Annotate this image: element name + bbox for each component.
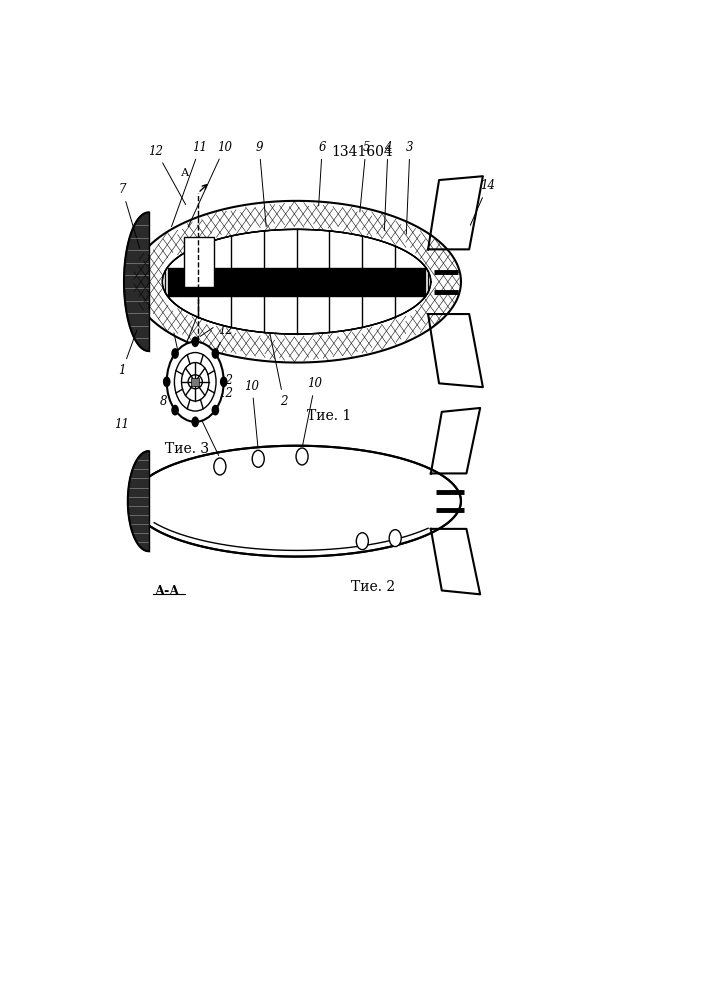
Text: Τие. 3: Τие. 3 [165,442,209,456]
Polygon shape [431,408,480,473]
Circle shape [296,448,308,465]
Circle shape [171,405,179,416]
Circle shape [214,458,226,475]
Circle shape [171,348,179,359]
Bar [192,378,199,386]
Text: 10: 10 [245,379,259,448]
Circle shape [211,348,219,359]
Text: 1: 1 [119,331,136,377]
Text: 2: 2 [270,333,288,408]
Text: 12: 12 [218,374,233,387]
Text: 14: 14 [470,179,495,225]
Polygon shape [124,212,148,351]
Text: 8: 8 [160,313,198,408]
Text: Τие. 1: Τие. 1 [308,409,351,423]
Text: 5: 5 [360,141,370,212]
Circle shape [356,533,368,550]
Polygon shape [128,451,148,551]
Text: 12: 12 [216,324,233,351]
Text: Τие. 2: Τие. 2 [351,580,395,594]
Text: 10: 10 [188,141,232,227]
Text: 12: 12 [148,145,186,205]
Text: 11: 11 [114,418,129,431]
Ellipse shape [163,229,431,334]
Polygon shape [428,314,483,387]
Text: 10: 10 [303,377,322,445]
Text: 10: 10 [182,387,218,456]
Bar [185,237,214,287]
Circle shape [167,342,223,422]
Text: 3: 3 [407,141,414,234]
Text: 7: 7 [119,183,140,248]
Circle shape [211,405,219,416]
Circle shape [163,376,170,387]
Circle shape [220,376,228,387]
Text: 9: 9 [255,141,267,227]
Text: 11: 11 [172,141,207,227]
Text: 12: 12 [174,333,197,408]
Polygon shape [431,529,480,594]
Ellipse shape [132,446,461,557]
Circle shape [389,530,402,547]
Text: А: А [182,168,189,178]
Circle shape [252,450,264,467]
Text: 13: 13 [200,313,233,336]
Circle shape [192,416,199,427]
Ellipse shape [188,375,202,389]
Polygon shape [428,176,483,249]
Text: А-А: А-А [155,585,180,598]
Text: 1341604: 1341604 [332,145,393,159]
Text: А: А [182,384,189,394]
Text: 12: 12 [216,387,233,408]
Text: 6: 6 [319,141,326,206]
Circle shape [192,336,199,347]
Text: 4: 4 [385,141,392,230]
